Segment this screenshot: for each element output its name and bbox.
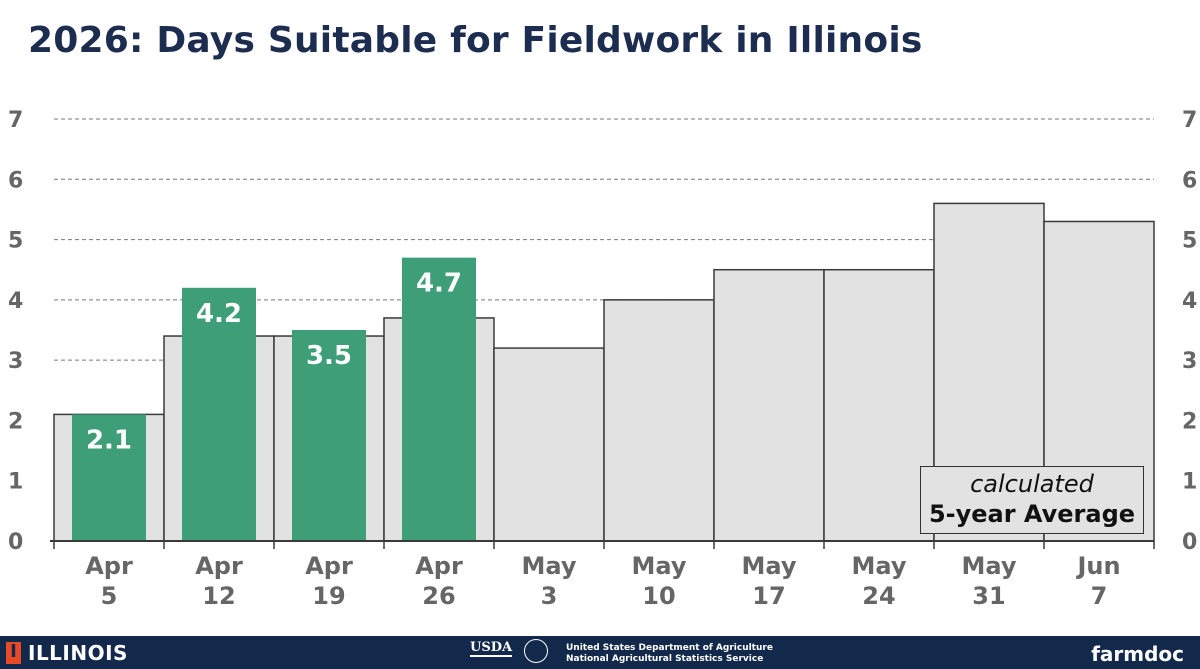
y-tick-left-1: 1 xyxy=(8,470,23,495)
nass-seal-icon xyxy=(524,639,548,663)
y-tick-left-3: 3 xyxy=(8,349,23,374)
x-label-month-3: Apr xyxy=(415,552,463,580)
avg-bar-7 xyxy=(823,268,935,542)
y-tick-right-4: 4 xyxy=(1182,289,1197,314)
y-tick-right-6: 6 xyxy=(1182,168,1197,193)
usda-logo: USDA xyxy=(470,640,513,657)
x-label-day-0: 5 xyxy=(101,582,118,610)
value-label-1: 4.2 xyxy=(196,299,242,329)
agency-name: United States Department of Agriculture … xyxy=(566,643,773,665)
x-label-day-7: 24 xyxy=(862,582,895,610)
illinois-block-i-icon xyxy=(6,641,21,664)
legend-line-2: 5-year Average xyxy=(928,500,1136,528)
current-bar-2 xyxy=(292,330,366,541)
x-label-day-4: 3 xyxy=(541,582,558,610)
x-label-month-2: Apr xyxy=(305,552,353,580)
current-year-bars xyxy=(72,257,476,541)
x-label-month-5: May xyxy=(632,552,687,580)
x-label-day-1: 12 xyxy=(202,582,235,610)
y-tick-right-7: 7 xyxy=(1182,108,1197,133)
x-label-month-0: Apr xyxy=(85,552,133,580)
x-label-day-6: 17 xyxy=(752,582,785,610)
y-tick-left-4: 4 xyxy=(8,289,23,314)
x-label-month-4: May xyxy=(522,552,577,580)
labels: 0 01 12 23 34 45 56 67 72.14.23.54.7Apr5Apr12Apr… xyxy=(8,108,1197,610)
y-tick-left-2: 2 xyxy=(8,409,23,434)
illinois-wordmark: ILLINOIS xyxy=(28,641,128,665)
y-tick-right-1: 1 xyxy=(1182,470,1197,495)
x-label-month-8: May xyxy=(962,552,1017,580)
y-tick-right-5: 5 xyxy=(1182,229,1197,254)
current-bar-3 xyxy=(402,257,476,541)
fieldwork-bar-chart: 0 01 12 23 34 45 56 67 72.14.23.54.7Apr5Apr12Apr… xyxy=(8,108,1197,610)
x-label-day-2: 19 xyxy=(312,582,345,610)
footer-bar: ILLINOIS USDA United States Department o… xyxy=(0,636,1200,669)
x-label-month-7: May xyxy=(852,552,907,580)
x-label-month-6: May xyxy=(742,552,797,580)
y-tick-left-7: 7 xyxy=(8,108,23,133)
farmdoc-logo: farmdoc xyxy=(1091,642,1184,666)
value-label-0: 2.1 xyxy=(86,425,132,455)
legend-box: calculated 5-year Average xyxy=(920,466,1144,534)
legend-line-1: calculated xyxy=(970,470,1094,498)
axes xyxy=(50,540,1155,549)
agency-line-2: National Agricultural Statistics Service xyxy=(566,654,764,664)
x-label-day-5: 10 xyxy=(642,582,675,610)
x-label-day-3: 26 xyxy=(422,582,455,610)
value-label-2: 3.5 xyxy=(306,341,352,371)
x-label-day-9: 7 xyxy=(1091,582,1108,610)
x-label-month-1: Apr xyxy=(195,552,243,580)
avg-bar-4 xyxy=(493,347,605,542)
current-bar-0 xyxy=(72,414,146,541)
avg-bar-6 xyxy=(713,268,825,542)
y-tick-left-6: 6 xyxy=(8,168,23,193)
y-tick-left-5: 5 xyxy=(8,229,23,254)
agency-line-1: United States Department of Agriculture xyxy=(566,643,773,653)
x-label-month-9: Jun xyxy=(1075,552,1120,580)
y-tick-right-2: 2 xyxy=(1182,409,1197,434)
chart-title: 2026: Days Suitable for Fieldwork in Ill… xyxy=(28,20,923,61)
value-label-3: 4.7 xyxy=(416,269,462,299)
y-tick-right-0: 0 xyxy=(1182,530,1197,555)
y-tick-left-0: 0 xyxy=(8,530,23,555)
x-label-day-8: 31 xyxy=(972,582,1005,610)
avg-bar-5 xyxy=(603,299,715,542)
current-bar-1 xyxy=(182,287,256,541)
y-tick-right-3: 3 xyxy=(1182,349,1197,374)
